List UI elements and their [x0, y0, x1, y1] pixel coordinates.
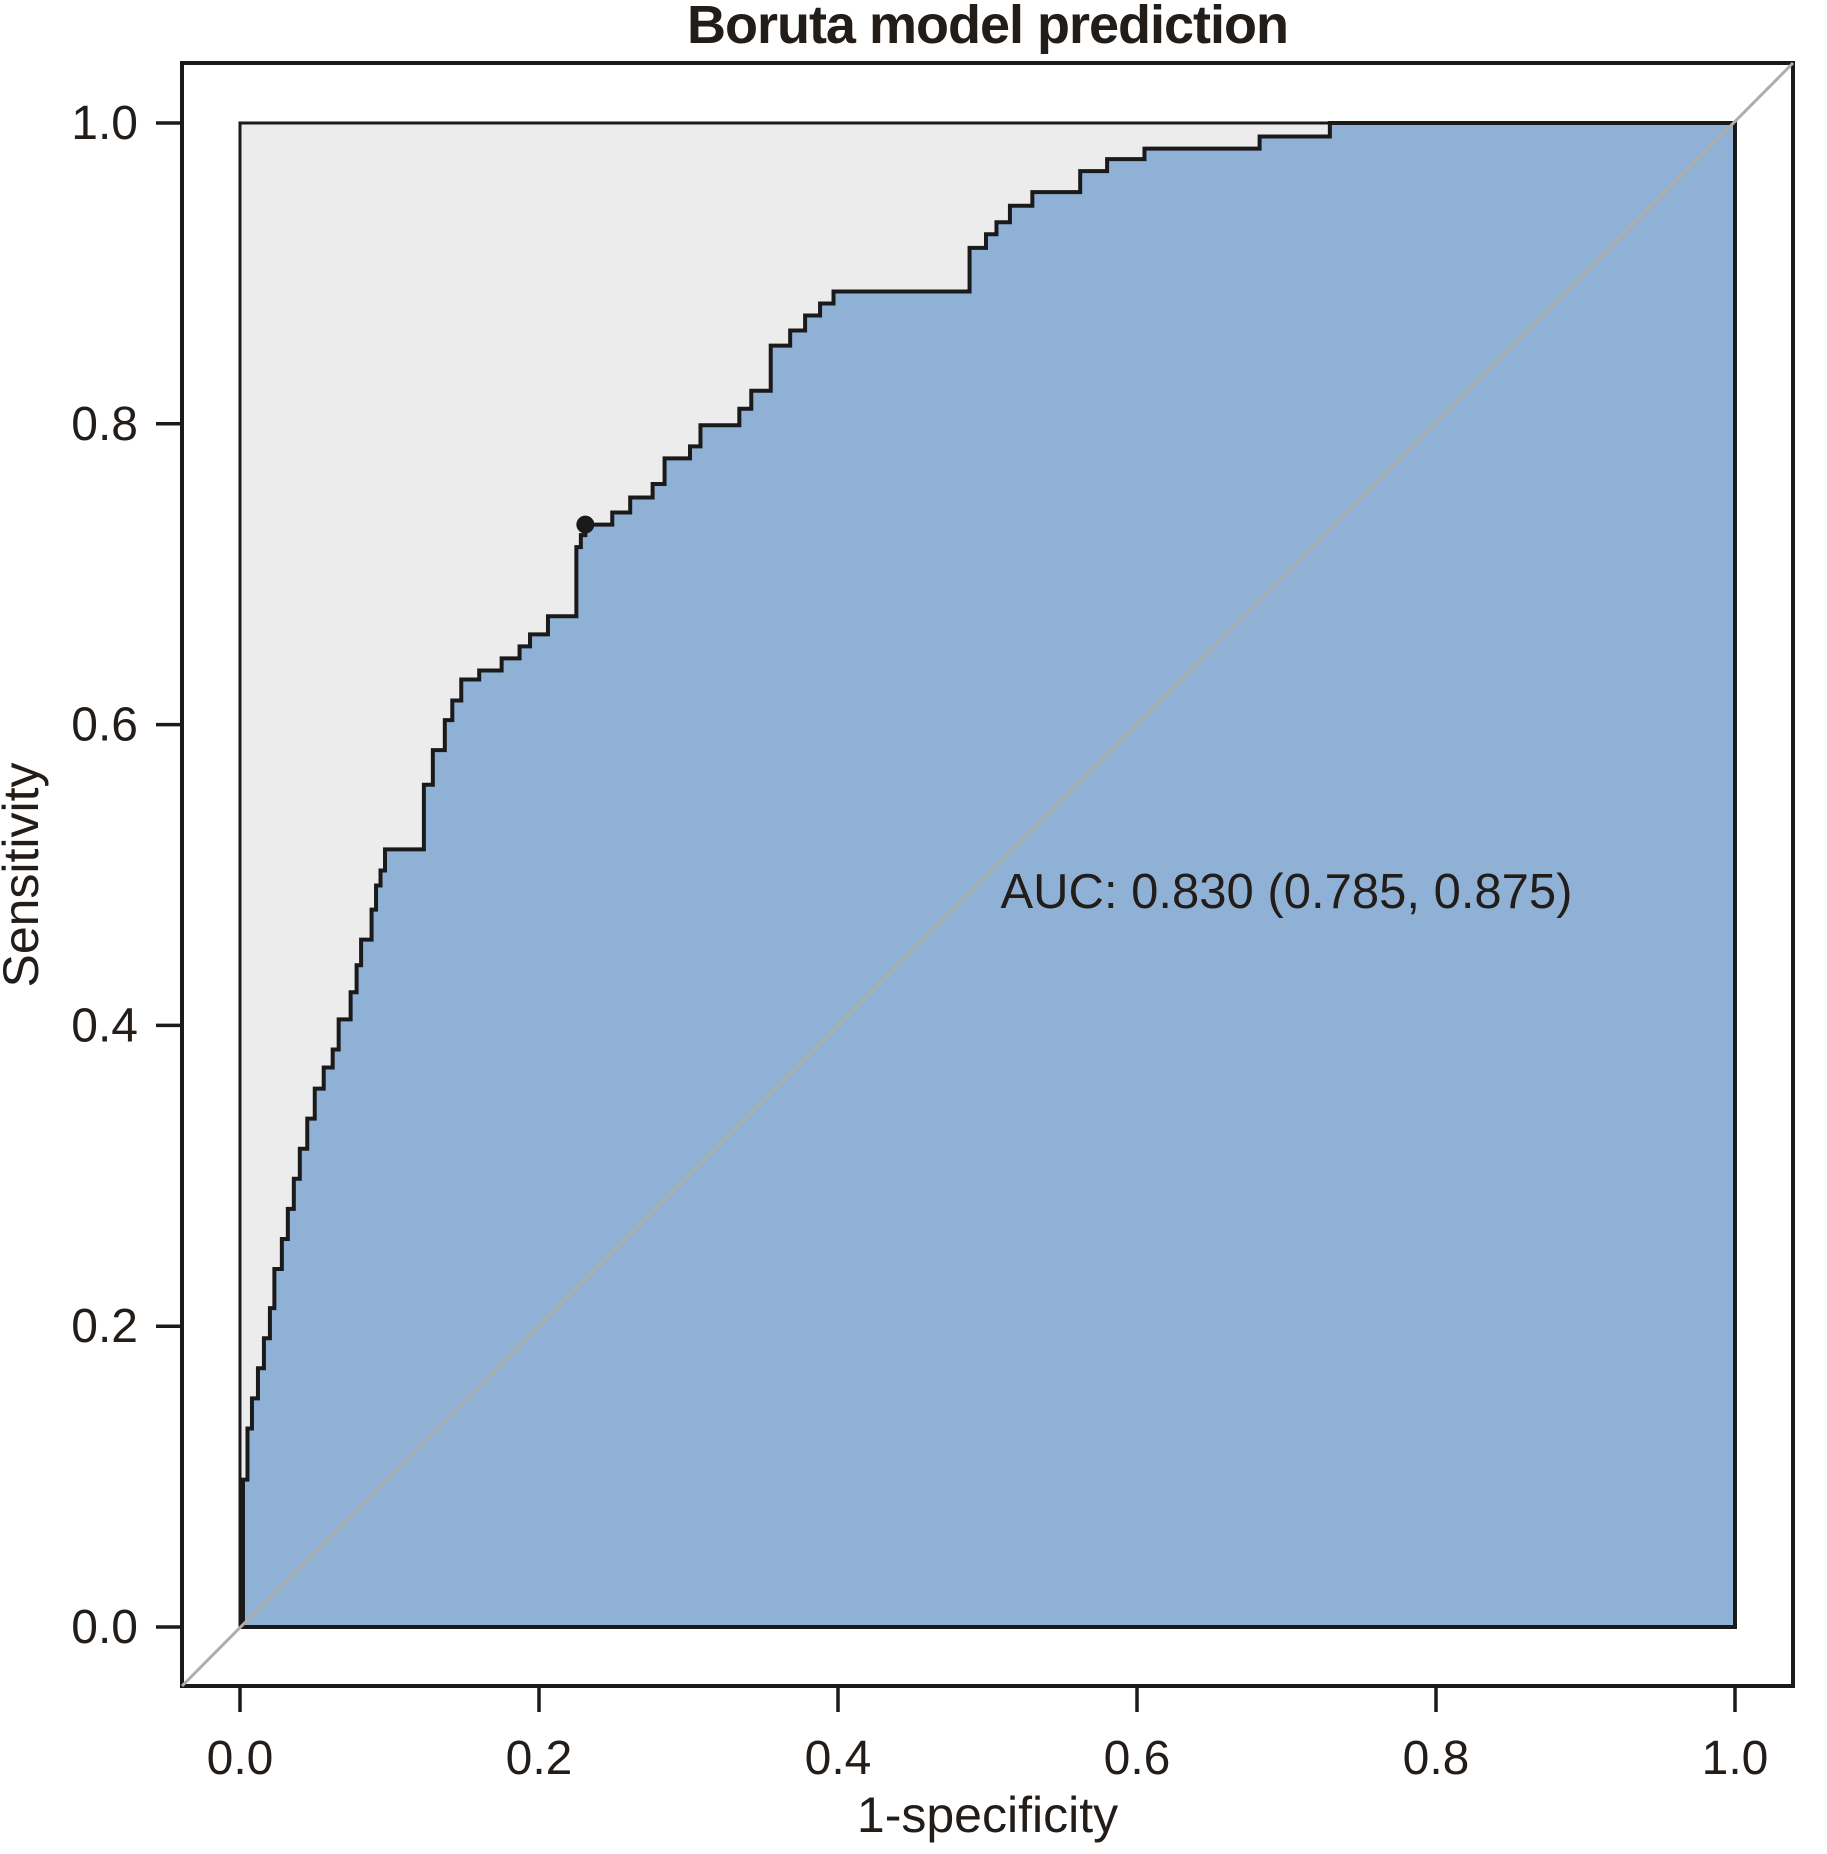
y-axis-tick-label: 0.2	[71, 1300, 138, 1353]
chart-title: Boruta model prediction	[686, 0, 1289, 55]
y-axis-title: Sensitivity	[0, 762, 49, 987]
x-axis-tick-label: 1.0	[1702, 1732, 1769, 1785]
y-axis-tick-label: 0.6	[71, 699, 138, 752]
y-axis-tick-label: 1.0	[71, 97, 138, 150]
y-axis-tick-label: 0.0	[71, 1601, 138, 1654]
chance-diagonal-line	[180, 61, 1795, 1688]
operating-point-dot	[576, 515, 595, 534]
y-axis-tick-label: 0.8	[71, 398, 138, 451]
x-axis-tick-label: 0.2	[506, 1732, 573, 1785]
x-axis-tick-label: 0.4	[805, 1732, 872, 1785]
x-axis-tick-label: 0.0	[207, 1732, 274, 1785]
x-axis-tick-label: 0.8	[1403, 1732, 1470, 1785]
y-axis-tick-label: 0.4	[71, 999, 138, 1052]
x-axis-title: 1-specificity	[857, 1787, 1118, 1843]
auc-annotation: AUC: 0.830 (0.785, 0.875)	[1000, 865, 1572, 919]
x-axis-tick-label: 0.6	[1104, 1732, 1171, 1785]
